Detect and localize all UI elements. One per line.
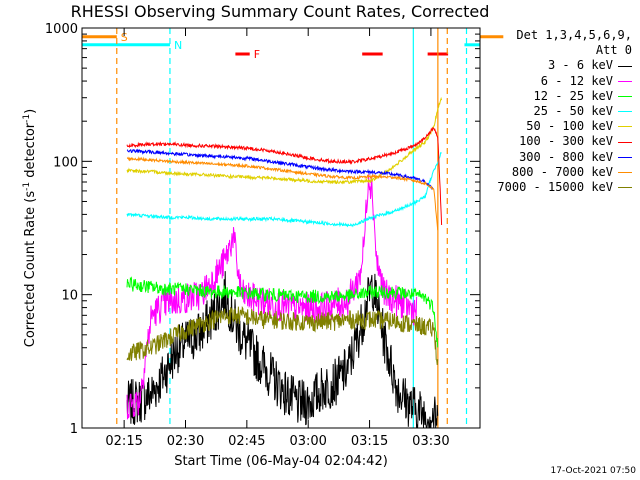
series-line <box>126 276 439 348</box>
x-tick-label: 03:00 <box>289 434 326 449</box>
legend-entry: 3 - 6 keV <box>472 58 632 73</box>
series-line <box>126 305 439 365</box>
legend-entry: 7000 - 15000 keV <box>472 180 632 195</box>
series-line <box>126 174 418 420</box>
x-tick-label: 02:30 <box>167 434 204 449</box>
flag-label: N <box>174 39 182 52</box>
axis-layer: 02:15 02:30 02:45 03:00 03:15 03:30 1 10 100 1000 <box>45 22 480 449</box>
y-tick-label: 1000 <box>45 22 78 37</box>
x-tick-label: 02:15 <box>105 434 142 449</box>
legend-entry: 300 - 800 keV <box>472 150 632 165</box>
series-line <box>126 152 442 228</box>
legend-swatch <box>618 80 632 82</box>
legend-entry: 25 - 50 keV <box>472 104 632 119</box>
series-line <box>126 271 439 429</box>
legend-entry-label: 3 - 6 keV <box>547 58 613 73</box>
flag-label: F <box>254 48 260 61</box>
legend: Det 1,3,4,5,6,9, Att 0 3 - 6 keV 6 - 12 k… <box>472 28 632 195</box>
series-line <box>126 96 443 185</box>
legend-entry-label: 300 - 800 keV <box>519 149 613 164</box>
legend-entry-label: 800 - 7000 keV <box>511 164 613 179</box>
legend-entry: 100 - 300 keV <box>472 134 632 149</box>
legend-entry-label: 50 - 100 keV <box>526 119 613 134</box>
y-axis-label: Corrected Count Rate (s-1 detector-1) <box>21 108 39 348</box>
legend-header-detectors: Det 1,3,4,5,6,9, <box>516 28 632 42</box>
legend-swatch <box>618 65 632 67</box>
footer-timestamp: 17-Oct-2021 07:50 <box>550 466 636 476</box>
y-tick-label: 10 <box>61 289 78 304</box>
legend-swatch <box>618 111 632 113</box>
legend-entry: 6 - 12 keV <box>472 74 632 89</box>
legend-swatch <box>618 171 632 173</box>
legend-entry-label: 12 - 25 keV <box>533 88 613 103</box>
y-tick-label: 1 <box>70 422 78 437</box>
legend-entry: 800 - 7000 keV <box>472 165 632 180</box>
legend-entry-label: 25 - 50 keV <box>533 104 613 119</box>
flag-label: S <box>121 31 128 44</box>
legend-swatch <box>618 95 632 97</box>
legend-swatch <box>618 141 632 143</box>
x-tick-label: 03:15 <box>351 434 388 449</box>
series-line <box>126 156 439 231</box>
legend-entry: 12 - 25 keV <box>472 89 632 104</box>
y-tick-label: 100 <box>53 155 78 170</box>
series-line <box>126 148 434 191</box>
legend-entry-label: 7000 - 15000 keV <box>497 180 613 195</box>
x-axis-label: Start Time (06-May-04 02:04:42) <box>174 454 388 469</box>
series-line <box>126 127 443 226</box>
x-tick-label: 03:30 <box>412 434 449 449</box>
legend-swatch <box>618 156 632 158</box>
legend-entry-label: 100 - 300 keV <box>519 134 613 149</box>
legend-swatch <box>618 126 632 128</box>
x-tick-label: 02:45 <box>228 434 265 449</box>
legend-entry: 50 - 100 keV <box>472 119 632 134</box>
legend-swatch <box>618 187 632 189</box>
legend-entry-label: 6 - 12 keV <box>540 73 613 88</box>
series-layer <box>126 96 443 429</box>
flag-layer: S N F <box>82 31 504 61</box>
chart-title: RHESSI Observing Summary Count Rates, Co… <box>70 2 490 21</box>
plot-frame <box>81 27 481 429</box>
legend-header-attenuator: Att 0 <box>595 43 632 58</box>
